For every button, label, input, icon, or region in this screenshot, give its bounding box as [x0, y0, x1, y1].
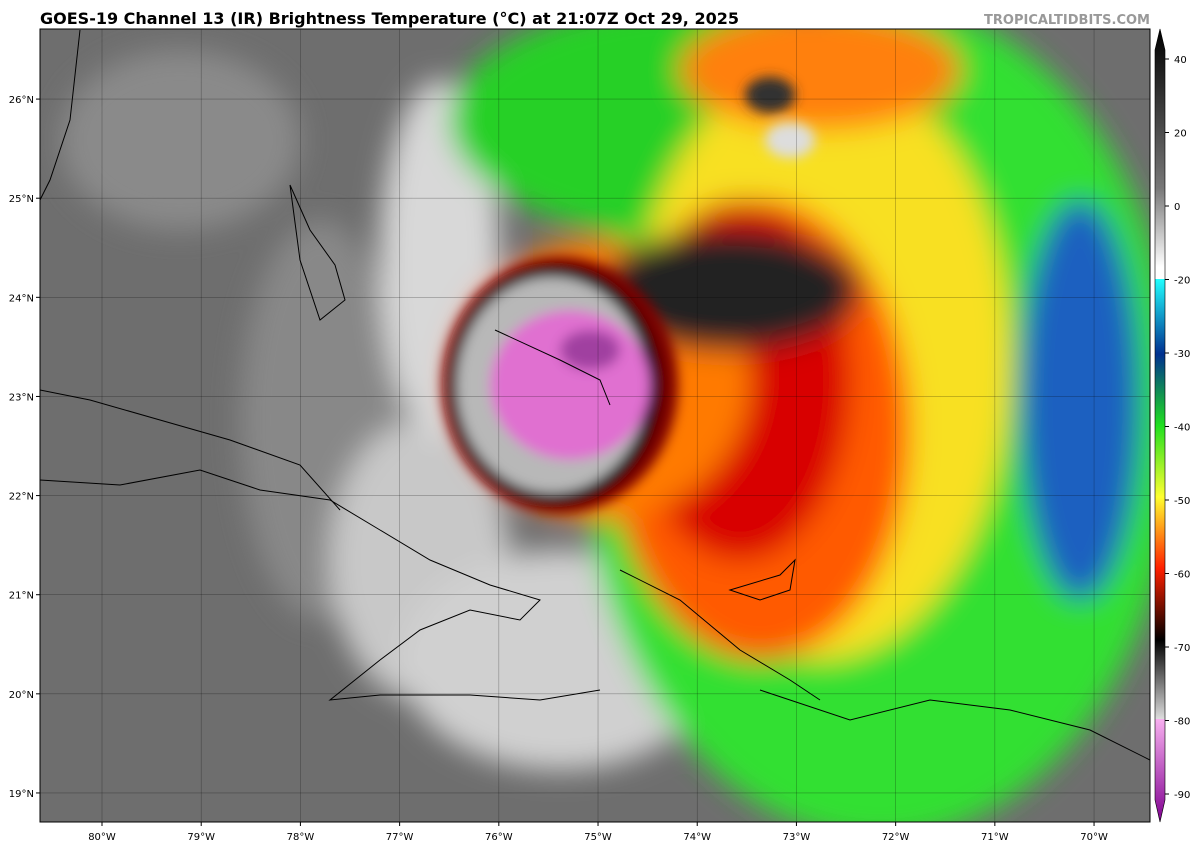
colorbar-ticks: 40 20 0 -20 -30 -40 -50 -60 -70 -80 -90 [1165, 55, 1190, 801]
lat-label: 20°N [9, 690, 34, 701]
colorbar-label: -80 [1174, 717, 1190, 728]
watermark: TROPICALTIDBITS.COM [984, 13, 1150, 28]
lon-label: 75°W [584, 832, 612, 843]
colorbar-label: -70 [1174, 643, 1190, 654]
lat-label: 23°N [9, 392, 34, 403]
coastlines [40, 29, 1150, 761]
lat-label: 24°N [9, 293, 34, 304]
lat-label: 25°N [9, 194, 34, 205]
colorbar-label: -50 [1174, 496, 1190, 507]
lon-label: 70°W [1080, 832, 1108, 843]
lat-label: 22°N [9, 492, 34, 503]
lon-label: 74°W [683, 832, 711, 843]
lat-label: 21°N [9, 591, 34, 602]
colorbar-label: 20 [1174, 129, 1187, 140]
lon-label: 79°W [187, 832, 215, 843]
colorbar-label: 0 [1174, 202, 1180, 213]
graticule: 80°W 79°W 78°W 77°W 76°W 75°W 74°W 73°W 72°W 71°W… [9, 29, 1150, 843]
lon-label: 73°W [783, 832, 811, 843]
colorbar-label: -90 [1174, 790, 1190, 801]
lon-label: 78°W [287, 832, 315, 843]
lon-label: 80°W [88, 832, 116, 843]
colorbar [1154, 28, 1166, 823]
title: GOES-19 Channel 13 (IR) Brightness Tempe… [40, 9, 739, 28]
lat-label: 19°N [9, 789, 34, 800]
lat-label: 26°N [9, 95, 34, 106]
satellite-image [40, 29, 1150, 822]
lon-label: 77°W [386, 832, 414, 843]
colorbar-label: -40 [1174, 423, 1190, 434]
colorbar-label: 40 [1174, 55, 1187, 66]
colorbar-label: -20 [1174, 276, 1190, 287]
lon-label: 72°W [882, 832, 910, 843]
lon-label: 76°W [485, 832, 513, 843]
colorbar-label: -30 [1174, 349, 1190, 360]
lon-label: 71°W [981, 832, 1009, 843]
colorbar-label: -60 [1174, 570, 1190, 581]
map-frame [39, 28, 1151, 823]
